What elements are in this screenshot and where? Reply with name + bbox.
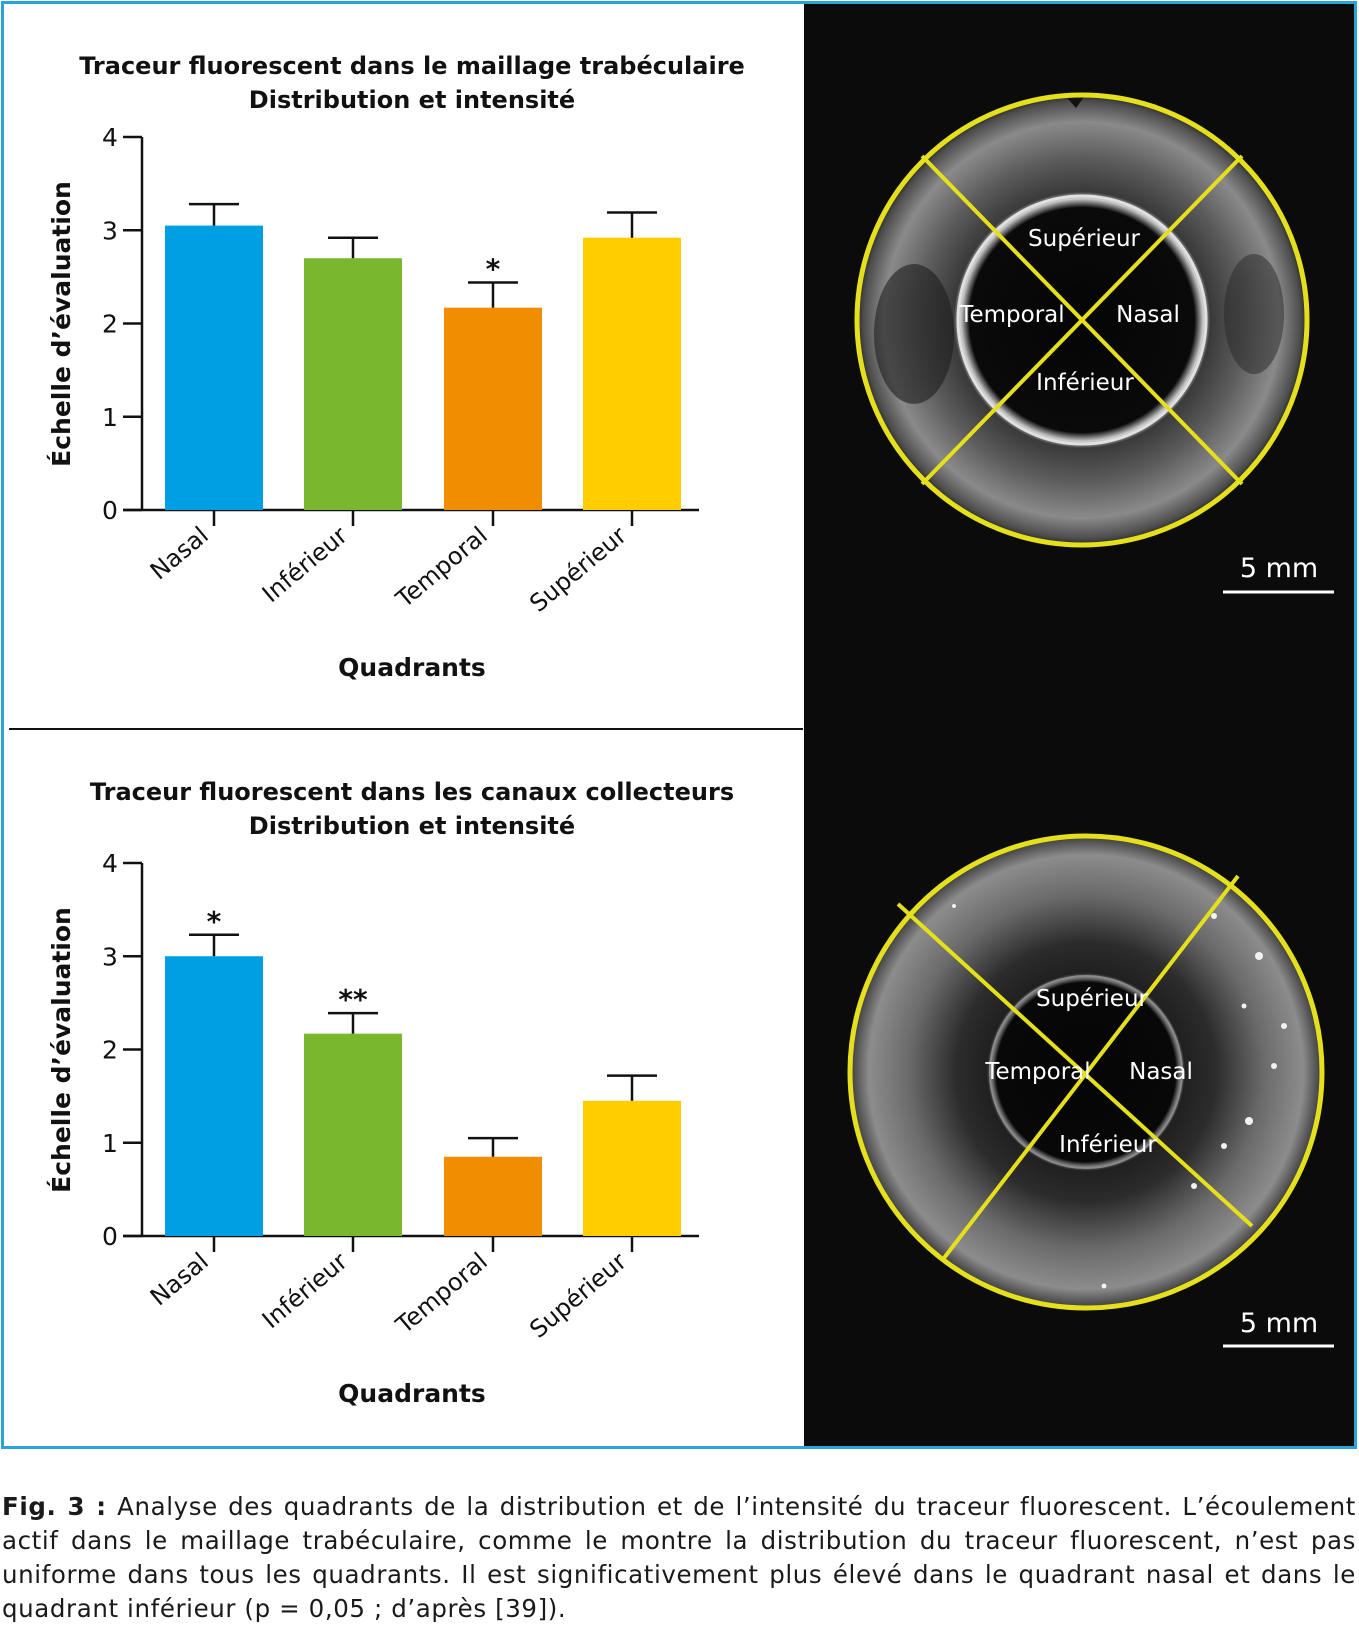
outer-circle-overlay (847, 833, 1325, 1311)
eye-image-bottom-figure: Supérieur Temporal Nasal Inférieur 5 mm (847, 833, 1334, 1348)
pupil-rim (956, 194, 1208, 446)
x-tick-label: Nasal (145, 1247, 214, 1311)
y-tick-label: 2 (102, 1036, 118, 1065)
figure-frame: Traceur fluorescent dans le maillage tra… (1, 1, 1357, 1449)
diagonal-overlay-2 (920, 154, 1244, 486)
y-axis-label: Échelle d’évaluation (47, 181, 76, 467)
quadrant-label-temporal: Temporal (984, 1059, 1090, 1085)
figure-caption: Fig. 3 : Analyse des quadrants de la dis… (2, 1490, 1356, 1626)
bar-supérieur (583, 1100, 681, 1236)
x-tick-label: Inférieur (257, 1247, 353, 1334)
quadrant-label-inferieur: Inférieur (1059, 1132, 1157, 1158)
x-tick-label: Inférieur (257, 521, 353, 608)
quadrant-label-superieur: Supérieur (1036, 986, 1149, 1012)
significance-marker: ** (338, 983, 368, 1016)
chart-subtitle: Distribution et intensité (249, 86, 575, 114)
caption-label: Fig. 3 : (2, 1492, 107, 1521)
y-tick-label: 3 (102, 216, 118, 245)
scale-bar-label: 5 mm (1240, 553, 1318, 584)
bar-inférieur (304, 1033, 402, 1236)
charts-column: Traceur fluorescent dans le maillage tra… (4, 4, 804, 1446)
y-tick-label: 0 (102, 1222, 118, 1251)
x-tick-label: Nasal (145, 521, 214, 585)
y-tick-label: 0 (102, 496, 118, 525)
x-tick-label: Supérieur (524, 1247, 632, 1344)
bar-temporal (444, 307, 542, 510)
bar-chart-trabecular: Traceur fluorescent dans le maillage tra… (47, 52, 745, 682)
bar-nasal (165, 956, 263, 1236)
panel-divider (9, 728, 803, 730)
bar-supérieur (583, 237, 681, 510)
y-axis-label: Échelle d’évaluation (47, 907, 76, 1193)
bar-nasal (165, 225, 263, 510)
x-axis-label: Quadrants (338, 1379, 486, 1408)
chart-panel-collector: Traceur fluorescent dans les canaux coll… (4, 730, 804, 1446)
significance-marker: * (207, 905, 222, 938)
quadrant-label-inferieur: Inférieur (1036, 370, 1134, 396)
quadrant-label-temporal: Temporal (958, 302, 1064, 328)
quadrant-label-nasal: Nasal (1129, 1059, 1193, 1085)
diagonal-overlay-1 (896, 902, 1254, 1228)
eye-image-top-figure: Supérieur Temporal Nasal Inférieur 5 mm (854, 92, 1334, 594)
eye-image-top: Supérieur Temporal Nasal Inférieur 5 mm (804, 4, 1354, 726)
quadrant-label-superieur: Supérieur (1028, 226, 1141, 252)
chart-title: Traceur fluorescent dans le maillage tra… (79, 52, 745, 80)
x-tick-label: Temporal (390, 521, 493, 614)
images-column: Supérieur Temporal Nasal Inférieur 5 mm (804, 4, 1354, 1446)
bar-inférieur (304, 258, 402, 510)
pupil-rim (989, 975, 1183, 1169)
y-tick-label: 3 (102, 942, 118, 971)
chart-title: Traceur fluorescent dans les canaux coll… (90, 778, 734, 806)
outer-circle-overlay (854, 92, 1310, 548)
diagonal-overlay-2 (942, 874, 1240, 1260)
y-tick-label: 4 (102, 849, 118, 878)
significance-marker: * (486, 252, 501, 285)
x-tick-label: Temporal (390, 1247, 493, 1340)
y-tick-label: 1 (102, 1129, 118, 1158)
x-tick-label: Supérieur (524, 521, 632, 618)
caption-text: Analyse des quadrants de la distribution… (2, 1492, 1357, 1623)
y-tick-label: 4 (102, 123, 118, 152)
y-tick-label: 2 (102, 310, 118, 339)
y-tick-label: 1 (102, 403, 118, 432)
chart-subtitle: Distribution et intensité (249, 812, 575, 840)
scale-bar-label: 5 mm (1240, 1308, 1318, 1339)
x-axis-label: Quadrants (338, 653, 486, 682)
quadrant-label-nasal: Nasal (1116, 302, 1180, 328)
bar-chart-collector: Traceur fluorescent dans les canaux coll… (47, 778, 734, 1408)
chart-panel-trabecular: Traceur fluorescent dans le maillage tra… (4, 4, 804, 726)
bar-temporal (444, 1156, 542, 1236)
eye-image-bottom: Supérieur Temporal Nasal Inférieur 5 mm (804, 726, 1354, 1446)
